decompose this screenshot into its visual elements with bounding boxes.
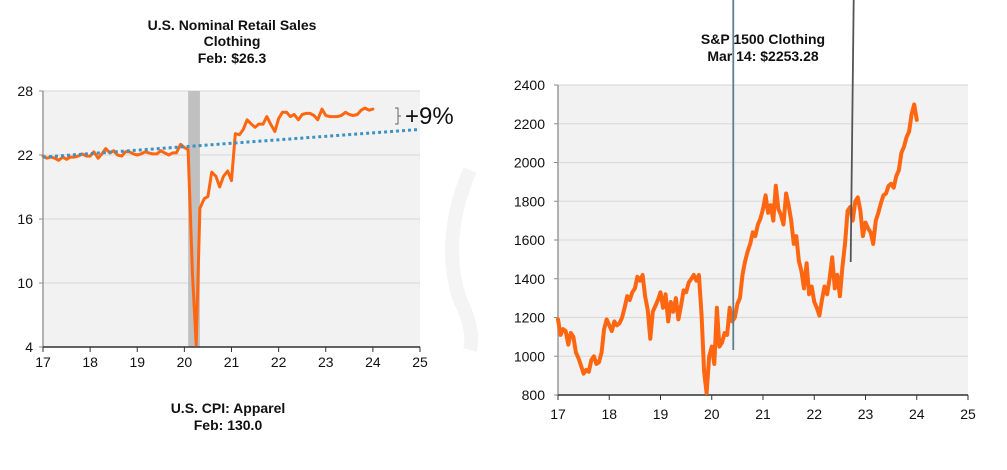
left-chart-latest-label: Feb: $26.3: [198, 50, 267, 66]
bracket-icon: [395, 107, 401, 125]
y-tick-label: 1000: [514, 348, 545, 364]
y-tick-label: 22: [17, 147, 33, 163]
x-tick-label: 25: [960, 406, 976, 422]
left-chart-footer-latest: Feb: 130.0: [194, 417, 263, 433]
left-chart-footer-title: U.S. CPI: Apparel: [171, 400, 286, 416]
x-tick-label: 20: [177, 354, 193, 370]
right-chart-title: S&P 1500 Clothing: [701, 31, 825, 47]
y-tick-label: 1600: [514, 232, 545, 248]
y-tick-label: 1200: [514, 310, 545, 326]
x-tick-label: 24: [909, 406, 925, 422]
x-tick-label: 17: [35, 354, 51, 370]
watermark-shape: [445, 167, 479, 352]
x-tick-label: 19: [129, 354, 145, 370]
left-chart-title: U.S. Nominal Retail Sales: [148, 17, 317, 33]
vertical-marker-line: [849, 0, 855, 263]
x-tick-label: 25: [412, 354, 428, 370]
x-tick-label: 21: [224, 354, 240, 370]
growth-annotation-label: +9%: [405, 103, 454, 130]
y-tick-label: 16: [17, 211, 33, 227]
y-tick-label: 1800: [514, 193, 545, 209]
y-tick-label: 10: [17, 275, 33, 291]
x-tick-label: 23: [858, 406, 874, 422]
x-tick-label: 20: [704, 406, 720, 422]
recession-band: [188, 91, 200, 347]
x-tick-label: 18: [601, 406, 617, 422]
x-tick-label: 23: [318, 354, 334, 370]
series-line-s-p-1500-clothing: [556, 102, 919, 396]
y-tick-label: 2000: [514, 155, 545, 171]
x-tick-label: 24: [365, 354, 381, 370]
sp1500-clothing-chart: 800 1000 1200 1400 1600 1800 2000 2200 2400 17 18 1…: [514, 0, 976, 422]
x-tick-label: 21: [755, 406, 771, 422]
x-tick-label: 18: [82, 354, 98, 370]
right-chart-latest-label: Mar 14: $2253.28: [707, 48, 819, 64]
y-tick-label: 2400: [514, 77, 545, 93]
x-tick-label: 22: [271, 354, 287, 370]
y-tick-label: 4: [25, 339, 33, 355]
y-tick-label: 28: [17, 83, 33, 99]
y-tick-label: 1400: [514, 271, 545, 287]
x-tick-label: 19: [653, 406, 669, 422]
x-tick-label: 17: [550, 406, 566, 422]
series-line-retail-sales-clothing: [41, 106, 375, 347]
y-tick-label: 800: [522, 387, 546, 403]
growth-annotation: +9%: [395, 103, 454, 130]
left-chart-subtitle: Clothing: [204, 33, 261, 49]
y-tick-label: 2200: [514, 116, 545, 132]
retail-sales-chart: U.S. Nominal Retail Sales Clothing Feb: …: [17, 17, 453, 433]
x-tick-label: 22: [806, 406, 822, 422]
